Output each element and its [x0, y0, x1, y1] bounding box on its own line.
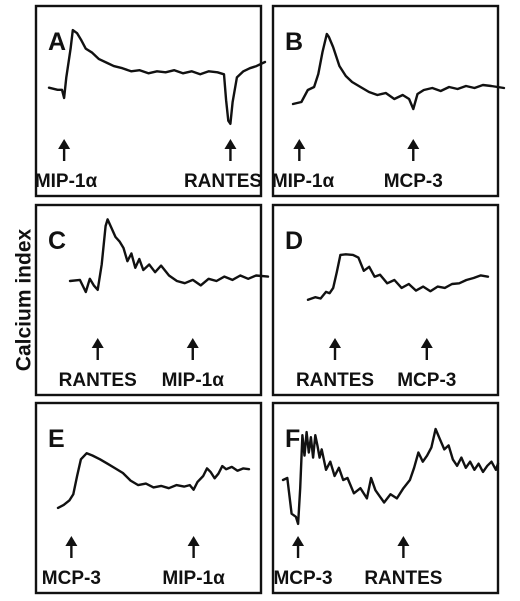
panel-c-frame — [34, 203, 263, 397]
panel-a-frame — [34, 4, 263, 198]
panel-e: E MCP-3 MIP-1α — [34, 401, 263, 595]
panel-b-letter: B — [285, 28, 303, 56]
y-axis-label: Calcium index — [13, 228, 36, 371]
panel-f-stimulus-arrow-1 — [292, 536, 305, 558]
panel-b: B MIP-1α MCP-3 — [271, 4, 506, 198]
panel-c-stimulus-arrow-2 — [186, 338, 199, 360]
panel-f: F MCP-3 RANTES — [271, 401, 500, 595]
panel-f-stimulus-label-1: MCP-3 — [273, 568, 332, 589]
panel-e-stimulus-label-1: MCP-3 — [42, 568, 101, 589]
panel-c-stimulus-arrow-1 — [91, 338, 104, 360]
panel-d-stimulus-arrow-1 — [329, 338, 341, 360]
panel-d-calcium-trace — [306, 253, 490, 301]
panel-a-stimulus-arrow-2 — [224, 139, 237, 161]
panel-e-frame — [34, 401, 263, 595]
panel-f-letter: F — [285, 425, 300, 453]
panel-a-letter: A — [48, 28, 66, 56]
panel-e-calcium-trace — [56, 452, 251, 510]
panel-b-stimulus-label-2: MCP-3 — [384, 171, 443, 192]
panels: A MIP-1α RANTES B MIP-1α MCP-3 C RANTES MIP-1α D R… — [34, 4, 506, 595]
panel-d-stimulus-arrow-2 — [420, 338, 433, 360]
panel-b-calcium-trace — [291, 32, 506, 111]
panel-a-calcium-trace — [47, 28, 267, 125]
panel-e-stimulus-arrow-2 — [187, 536, 200, 558]
panel-c: C RANTES MIP-1α — [34, 203, 270, 397]
panel-f-frame — [271, 401, 500, 595]
panel-a-stimulus-label-2: RANTES — [184, 171, 262, 192]
panel-b-frame — [271, 4, 500, 198]
panel-b-stimulus-arrow-2 — [407, 139, 420, 161]
panel-a-stimulus-arrow-1 — [58, 139, 71, 161]
panel-d-stimulus-label-1: RANTES — [296, 370, 374, 391]
panel-d-frame — [271, 203, 500, 397]
panel-a: A MIP-1α RANTES — [34, 4, 267, 198]
panel-e-stimulus-arrow-1 — [65, 536, 78, 558]
panel-f-calcium-trace — [281, 427, 500, 526]
panel-c-stimulus-label-2: MIP-1α — [162, 370, 225, 391]
panel-f-stimulus-arrow-2 — [397, 536, 410, 558]
panel-c-stimulus-label-1: RANTES — [59, 370, 137, 391]
panel-c-letter: C — [48, 227, 66, 255]
panel-b-stimulus-arrow-1 — [293, 139, 306, 161]
panel-f-stimulus-label-2: RANTES — [364, 568, 442, 589]
panel-d: D RANTES MCP-3 — [271, 203, 500, 397]
panel-e-stimulus-label-2: MIP-1α — [162, 568, 225, 589]
panel-c-calcium-trace — [68, 218, 270, 294]
panel-b-stimulus-label-1: MIP-1α — [272, 171, 335, 192]
panel-a-stimulus-label-1: MIP-1α — [35, 171, 98, 192]
panel-e-letter: E — [48, 425, 65, 453]
panel-d-letter: D — [285, 227, 303, 255]
panel-d-stimulus-label-2: MCP-3 — [397, 370, 456, 391]
